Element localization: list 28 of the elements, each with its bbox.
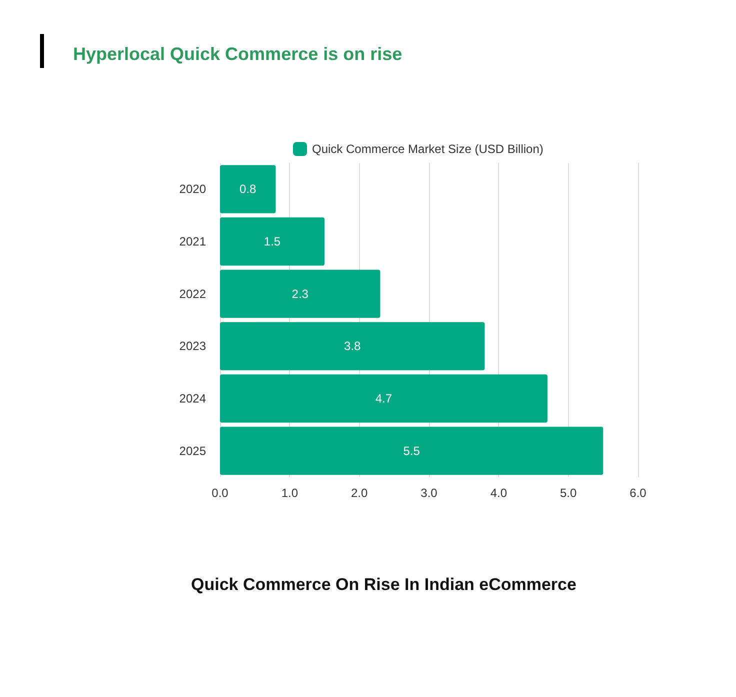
y-tick-label: 2020	[179, 182, 206, 196]
y-tick-label: 2023	[179, 339, 206, 354]
data-label: 4.7	[375, 392, 392, 406]
x-tick-label: 0.0	[212, 486, 229, 500]
x-tick-label: 4.0	[490, 486, 508, 500]
x-tick-label: 6.0	[630, 486, 647, 500]
y-tick-label: 2024	[179, 392, 206, 406]
bar	[220, 426, 604, 475]
data-label: 5.5	[403, 444, 420, 458]
x-tick-label: 2.0	[350, 486, 368, 500]
text: Quick Commerce On Rise In Indian eCommerce	[191, 575, 576, 594]
data-label: 1.5	[264, 234, 281, 248]
y-tick-label: 2025	[179, 444, 206, 458]
data-label: 2.3	[292, 286, 309, 301]
x-tick-label: 5.0	[560, 486, 577, 500]
bar	[220, 322, 485, 370]
x-tick-label: 1.0	[281, 486, 298, 500]
bar	[220, 165, 276, 214]
y-tick-label: 2022	[179, 286, 206, 301]
data-label: 0.8	[240, 182, 257, 196]
bar	[220, 217, 324, 266]
y-tick-label: 2021	[179, 234, 206, 248]
bar	[220, 374, 548, 423]
x-tick-label: 3.0	[420, 486, 438, 500]
chart-title: Hyperlocal Quick Commerce is on rise	[73, 44, 402, 64]
legend-label: Quick Commerce Market Size (USD Billion)	[312, 142, 544, 156]
data-label: 3.8	[344, 339, 362, 354]
bar	[220, 270, 380, 318]
